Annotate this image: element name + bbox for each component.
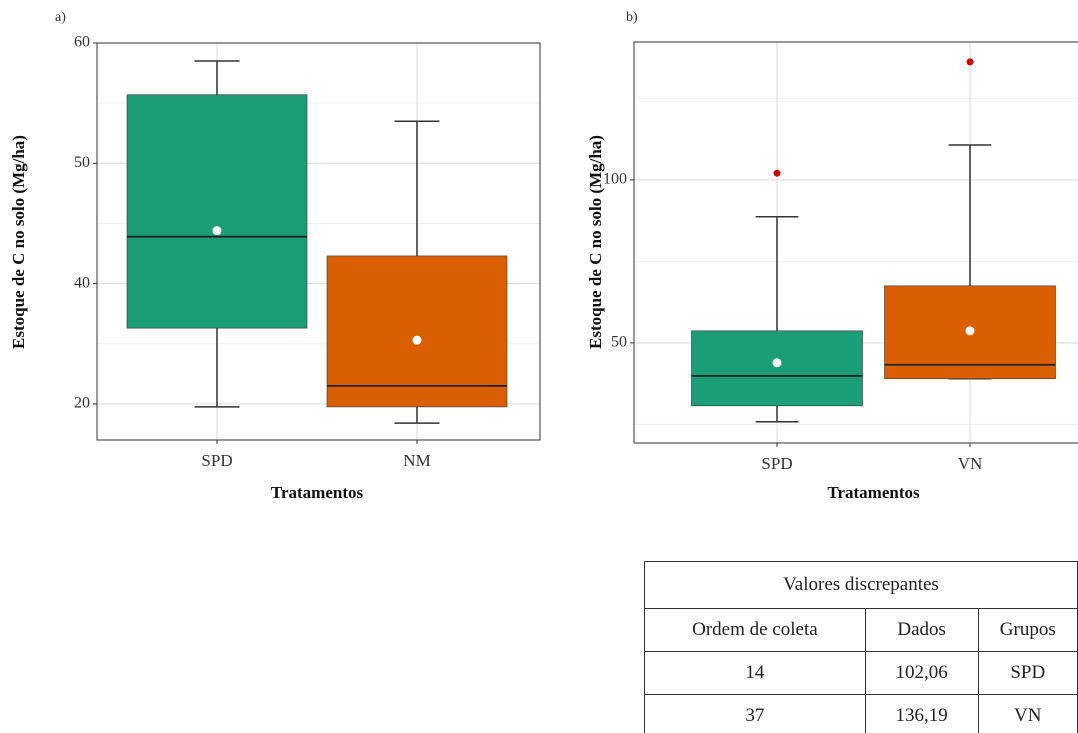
panel-label: a) — [55, 10, 66, 25]
y-tick-label: 20 — [74, 395, 90, 412]
y-tick-label: 100 — [603, 171, 627, 188]
panel-border — [633, 41, 1078, 444]
table-row: 37 136,19 VN — [644, 694, 1078, 733]
panel-border — [96, 42, 541, 441]
table-cell: 102,06 — [864, 651, 979, 695]
y-axis-title: Estoque de C no solo (Mg/ha) — [586, 135, 605, 349]
table-cell: SPD — [977, 651, 1078, 695]
outlier — [773, 169, 781, 177]
y-tick-label: 40 — [74, 274, 90, 291]
table-header: Grupos — [977, 608, 1078, 652]
y-tick-label: 50 — [611, 334, 627, 351]
mean-point — [412, 335, 422, 345]
box — [691, 330, 863, 407]
x-tick-label: NM — [403, 451, 430, 470]
table-cell: 136,19 — [864, 694, 979, 733]
x-tick-label: SPD — [201, 451, 232, 470]
mean-point — [772, 358, 782, 368]
table-cell: VN — [977, 694, 1078, 733]
table-row: 14 102,06 SPD — [644, 651, 1078, 695]
mean-point — [965, 326, 975, 336]
x-tick-label: SPD — [761, 454, 792, 473]
outlier — [966, 58, 974, 66]
table-title-row: Valores discrepantes — [644, 561, 1078, 609]
mean-point — [212, 226, 222, 236]
x-axis-title: Tratamentos — [827, 483, 920, 502]
table-cell: 14 — [644, 651, 866, 695]
outlier-table: Valores discrepantes Ordem de coleta Dad… — [644, 561, 1078, 733]
table-title: Valores discrepantes — [644, 561, 1078, 609]
y-axis-title: Estoque de C no solo (Mg/ha) — [9, 135, 28, 349]
box — [126, 94, 308, 329]
panel-label: b) — [626, 10, 638, 25]
x-axis-title: Tratamentos — [271, 483, 364, 502]
table-header: Ordem de coleta — [644, 608, 866, 652]
table-header: Dados — [864, 608, 979, 652]
box — [326, 255, 508, 408]
y-tick-label: 50 — [74, 154, 90, 171]
y-tick-label: 60 — [74, 34, 90, 51]
table-cell: 37 — [644, 694, 866, 733]
table-header-row: Ordem de coleta Dados Grupos — [644, 608, 1078, 652]
x-tick-label: VN — [958, 454, 983, 473]
